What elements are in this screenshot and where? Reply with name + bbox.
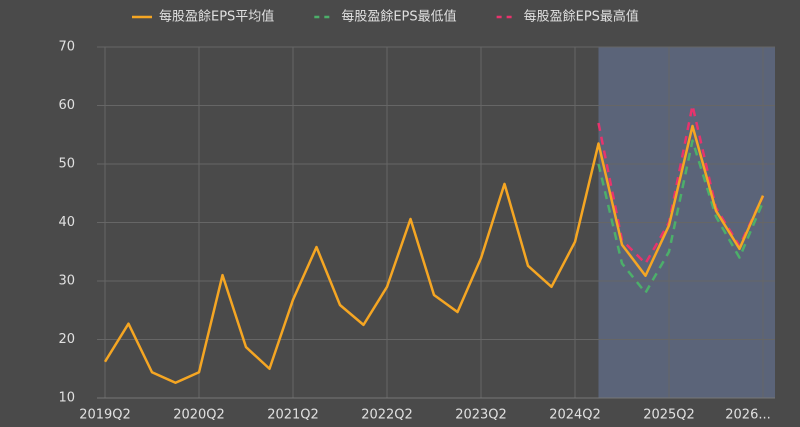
x-tick-label: 2023Q2	[455, 408, 507, 423]
x-tick-label: 2025Q2	[643, 408, 695, 423]
x-tick-label: 2022Q2	[361, 408, 413, 423]
series-line	[597, 139, 765, 294]
x-tick-label: 2026...	[725, 408, 770, 423]
x-tick-label: 2021Q2	[267, 408, 319, 423]
y-tick-label: 40	[58, 215, 75, 230]
series-line	[597, 104, 765, 265]
x-tick-label: 2019Q2	[79, 408, 131, 423]
y-tick-label: 20	[58, 332, 75, 347]
y-tick-label: 30	[58, 274, 75, 289]
y-tick-label: 70	[58, 40, 75, 55]
x-tick-label: 2020Q2	[173, 408, 225, 423]
series-line	[103, 124, 765, 385]
y-tick-label: 60	[58, 98, 75, 113]
x-tick-label: 2024Q2	[549, 408, 601, 423]
legend-label: 每股盈餘EPS最高值	[524, 9, 639, 25]
y-tick-label: 10	[58, 391, 75, 406]
legend-label: 每股盈餘EPS最低值	[341, 9, 456, 25]
y-tick-label: 50	[58, 157, 75, 172]
legend-label: 每股盈餘EPS平均值	[159, 9, 274, 25]
